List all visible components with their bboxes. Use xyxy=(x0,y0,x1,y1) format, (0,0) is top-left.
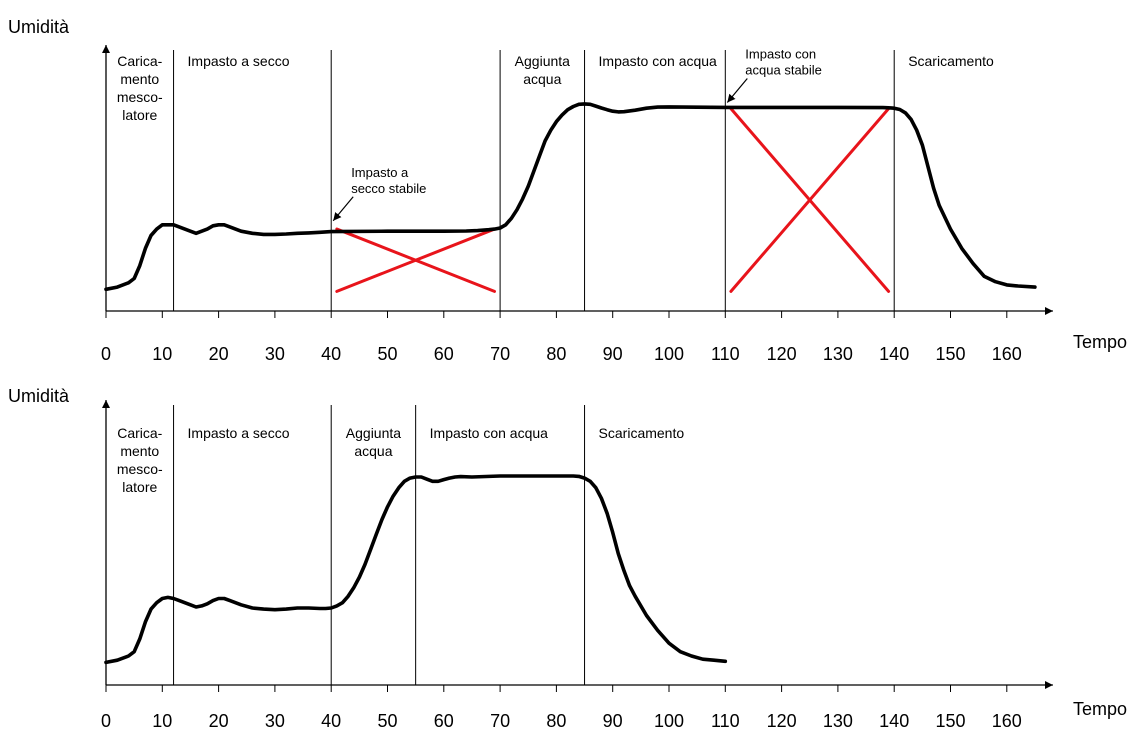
x-tick-label: 10 xyxy=(152,711,172,731)
y-axis-title: Umidità xyxy=(8,17,70,37)
phase-label: Scaricamento xyxy=(908,53,994,69)
x-tick-label: 60 xyxy=(434,711,454,731)
annotation-label: Impasto con xyxy=(745,47,816,62)
x-tick-label: 140 xyxy=(879,344,909,364)
x-tick-label: 110 xyxy=(711,711,740,731)
x-tick-label: 150 xyxy=(935,344,965,364)
x-tick-label: 20 xyxy=(209,344,229,364)
x-tick-label: 80 xyxy=(546,711,566,731)
x-tick-label: 110 xyxy=(711,344,740,364)
phase-label: mesco- xyxy=(117,461,163,477)
cross-mark xyxy=(335,227,496,293)
phase-label: latore xyxy=(122,479,157,495)
series-line xyxy=(104,102,1037,292)
x-tick-label: 70 xyxy=(490,711,510,731)
x-tick-label: 160 xyxy=(992,344,1022,364)
x-tick-label: 150 xyxy=(935,711,965,731)
annotation-label: Impasto a xyxy=(351,165,409,180)
x-tick-label: 130 xyxy=(823,344,853,364)
x-tick-label: 100 xyxy=(654,344,684,364)
y-axis-title: Umidità xyxy=(8,386,70,406)
x-tick-label: 70 xyxy=(490,344,510,364)
x-tick-label: 140 xyxy=(879,711,909,731)
x-tick-label: 60 xyxy=(434,344,454,364)
annotation-label: secco stabile xyxy=(351,181,426,196)
phase-label: Impasto a secco xyxy=(188,53,290,69)
x-tick-label: 40 xyxy=(321,711,341,731)
x-tick-label: 100 xyxy=(654,711,684,731)
phase-label: Scaricamento xyxy=(599,425,685,441)
phase-label: Carica- xyxy=(117,425,162,441)
phase-label: latore xyxy=(122,107,157,123)
x-tick-label: 80 xyxy=(546,344,566,364)
phase-label: mesco- xyxy=(117,89,163,105)
annotation-arrow xyxy=(332,196,354,222)
phase-label: acqua xyxy=(354,443,392,459)
x-tick-label: 120 xyxy=(767,711,797,731)
x-tick-label: 30 xyxy=(265,711,285,731)
x-tick-label: 30 xyxy=(265,344,285,364)
series-line xyxy=(104,474,728,665)
phase-label: Aggiunta xyxy=(515,53,570,69)
phase-label: mento xyxy=(120,71,159,87)
x-tick-label: 0 xyxy=(101,344,111,364)
x-tick-label: 20 xyxy=(209,711,229,731)
phase-label: Impasto con acqua xyxy=(430,425,549,441)
x-tick-label: 40 xyxy=(321,344,341,364)
phase-label: acqua xyxy=(523,71,561,87)
x-tick-label: 50 xyxy=(377,344,397,364)
x-axis-title: Tempo xyxy=(1073,699,1127,719)
x-tick-label: 0 xyxy=(101,711,111,731)
x-tick-label: 160 xyxy=(992,711,1022,731)
phase-label: Impasto a secco xyxy=(188,425,290,441)
annotation-label: acqua stabile xyxy=(745,63,822,78)
x-tick-label: 90 xyxy=(603,344,623,364)
x-tick-label: 90 xyxy=(603,711,623,731)
phase-label: Carica- xyxy=(117,53,162,69)
x-tick-label: 50 xyxy=(377,711,397,731)
phase-label: Impasto con acqua xyxy=(599,53,718,69)
x-tick-label: 120 xyxy=(767,344,797,364)
x-axis-title: Tempo xyxy=(1073,332,1127,352)
phase-label: mento xyxy=(120,443,159,459)
cross-mark xyxy=(729,107,891,293)
annotation-arrow xyxy=(726,78,748,103)
x-tick-label: 10 xyxy=(152,344,172,364)
x-tick-label: 130 xyxy=(823,711,853,731)
phase-label: Aggiunta xyxy=(346,425,401,441)
